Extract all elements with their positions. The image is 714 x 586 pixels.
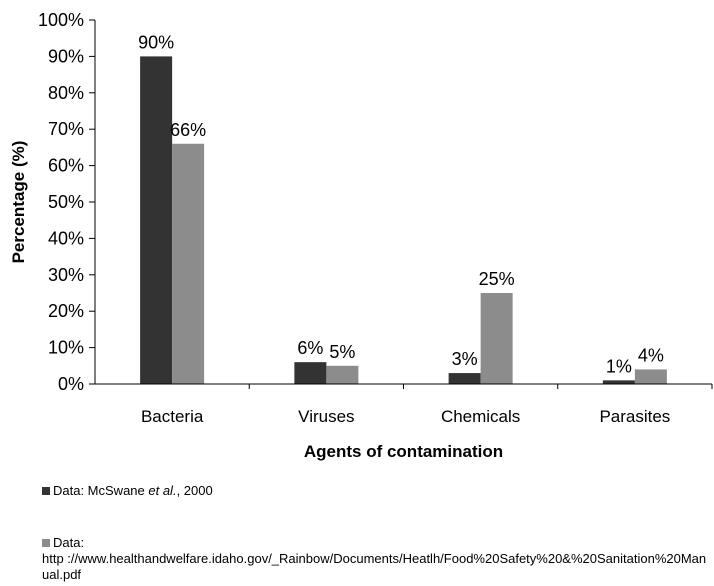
y-tick-label: 40%	[48, 228, 84, 248]
y-axis-ticks: 0% 10% 20% 30% 40% 50% 60% 70% 80% 90% 100%	[38, 10, 95, 394]
y-tick-label: 30%	[48, 265, 84, 285]
data-label: 4%	[638, 345, 664, 365]
bar-viruses-series-2	[326, 365, 359, 384]
y-tick-label: 100%	[38, 10, 84, 30]
x-category-label: Parasites	[599, 407, 670, 426]
data-label: 5%	[329, 342, 355, 362]
legend-item-idaho: Data: http ://www.healthandwelfare.idaho…	[42, 535, 712, 583]
legend-text: Data: McSwane	[53, 483, 149, 498]
bar-chemicals-series-1	[448, 373, 481, 384]
legend-url: http ://www.healthandwelfare.idaho.gov/_…	[42, 551, 707, 582]
legend-text-tail: , 2000	[176, 483, 213, 498]
data-label: 6%	[297, 338, 323, 358]
y-tick-label: 20%	[48, 301, 84, 321]
y-axis-title: Percentage (%)	[9, 141, 28, 264]
bar-bacteria-series-2	[172, 143, 205, 384]
y-tick-label: 90%	[48, 46, 84, 66]
x-axis-category-labels: Bacteria Viruses Chemicals Parasites	[141, 384, 713, 426]
legend-swatch-dark	[42, 487, 50, 495]
data-label: 66%	[170, 120, 206, 140]
data-label: 3%	[452, 349, 478, 369]
y-tick-label: 70%	[48, 119, 84, 139]
bar-parasites-series-2	[634, 369, 667, 384]
data-label: 90%	[138, 32, 174, 52]
legend-text: Data:	[53, 535, 85, 550]
data-label: 1%	[606, 356, 632, 376]
data-labels: 90% 66% 6% 5% 3% 25% 1% 4%	[138, 32, 664, 376]
x-axis-title: Agents of contamination	[304, 442, 503, 461]
legend-swatch-light	[42, 539, 50, 547]
y-tick-label: 80%	[48, 83, 84, 103]
legend-text-italic: et al.	[148, 483, 177, 498]
bar-chemicals-series-2	[480, 293, 513, 384]
x-category-label: Bacteria	[141, 407, 204, 426]
x-category-label: Viruses	[298, 407, 354, 426]
bar-chart: 0% 10% 20% 30% 40% 50% 60% 70% 80% 90% 100% 90% 66%…	[9, 10, 713, 461]
x-category-label: Chemicals	[441, 407, 520, 426]
y-tick-label: 10%	[48, 338, 84, 358]
bar-bacteria-series-1	[140, 56, 173, 385]
y-tick-label: 60%	[48, 156, 84, 176]
bar-parasites-series-1	[602, 380, 635, 384]
legend-item-mcswane: Data: McSwane et al., 2000	[42, 483, 213, 499]
bars	[140, 56, 667, 385]
y-tick-label: 0%	[58, 374, 84, 394]
data-label: 25%	[479, 269, 515, 289]
y-tick-label: 50%	[48, 192, 84, 212]
bar-viruses-series-1	[294, 362, 327, 384]
